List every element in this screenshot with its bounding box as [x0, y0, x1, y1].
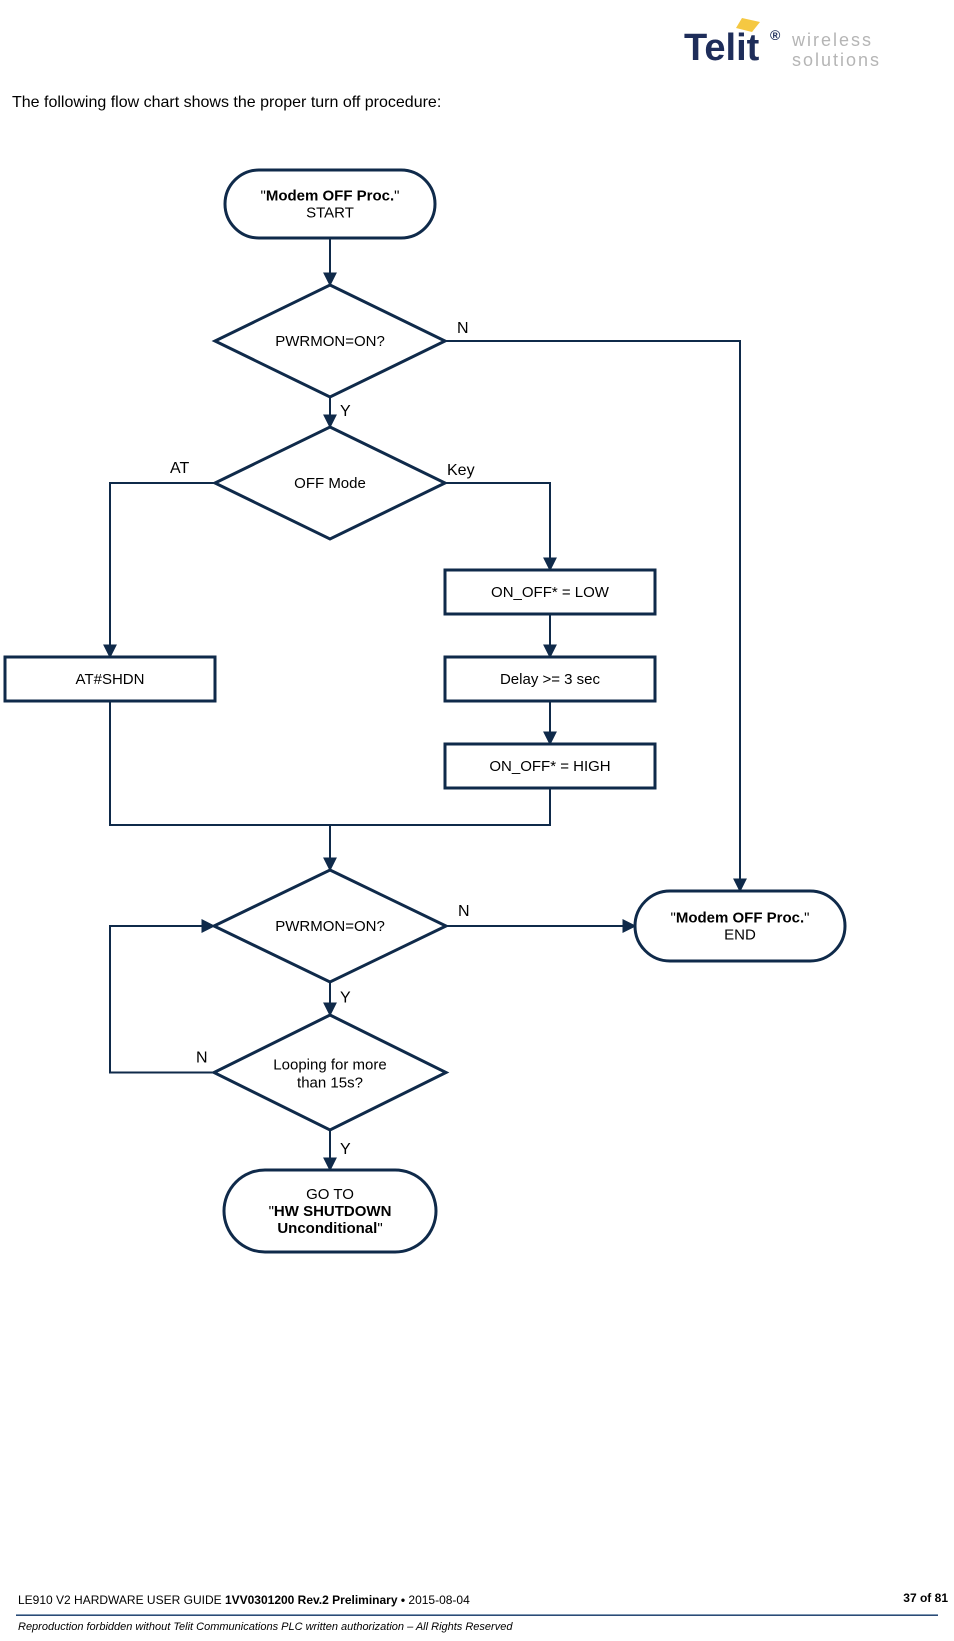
flowchart: YNATKeyYNYN"Modem OFF Proc."STARTPWRMON=…	[0, 160, 954, 1302]
svg-text:Delay >= 3 sec: Delay >= 3 sec	[500, 671, 601, 688]
svg-text:END: END	[724, 927, 756, 944]
node-looping: Looping for morethan 15s?	[214, 1015, 446, 1130]
logo-tagline1: wireless	[791, 30, 873, 50]
node-goto: GO TO"HW SHUTDOWNUnconditional"	[224, 1170, 436, 1252]
node-delay3: Delay >= 3 sec	[445, 657, 655, 701]
logo-tagline2: solutions	[792, 50, 881, 70]
footer-page-number: 37 of 81	[903, 1591, 948, 1605]
svg-text:Y: Y	[340, 1141, 351, 1158]
svg-text:AT#SHDN: AT#SHDN	[76, 671, 145, 688]
svg-text:than 15s?: than 15s?	[297, 1075, 363, 1092]
svg-text:"Modem OFF Proc.": "Modem OFF Proc."	[261, 188, 400, 205]
nodes: "Modem OFF Proc."STARTPWRMON=ON?OFF Mode…	[5, 170, 845, 1252]
svg-text:OFF Mode: OFF Mode	[294, 475, 366, 492]
node-onoff_low: ON_OFF* = LOW	[445, 570, 655, 614]
svg-text:®: ®	[770, 27, 781, 43]
svg-text:PWRMON=ON?: PWRMON=ON?	[275, 333, 385, 350]
telit-logo: Telit ® wireless solutions	[674, 18, 944, 73]
svg-text:Looping for more: Looping for more	[273, 1057, 386, 1074]
svg-text:ON_OFF* = HIGH: ON_OFF* = HIGH	[489, 758, 610, 775]
svg-text:N: N	[458, 903, 470, 920]
footer-copyright: Reproduction forbidden without Telit Com…	[0, 1621, 954, 1641]
node-onoff_high: ON_OFF* = HIGH	[445, 744, 655, 788]
footer-doc-title: LE910 V2 HARDWARE USER GUIDE	[18, 1593, 225, 1607]
svg-text:"HW SHUTDOWN: "HW SHUTDOWN	[269, 1203, 392, 1220]
footer-doc-number: 1VV0301200 Rev.2 Preliminary •	[225, 1593, 408, 1607]
intro-text: The following flow chart shows the prope…	[12, 94, 441, 112]
svg-text:START: START	[306, 205, 354, 222]
node-offmode: OFF Mode	[215, 427, 445, 539]
svg-text:PWRMON=ON?: PWRMON=ON?	[275, 918, 385, 935]
edges: Y N AT Key Y N Y N	[110, 238, 740, 1170]
node-pwrmon2: PWRMON=ON?	[214, 870, 446, 982]
node-end: "Modem OFF Proc."END	[635, 891, 845, 961]
svg-text:N: N	[196, 1050, 208, 1067]
svg-text:AT: AT	[170, 460, 189, 477]
svg-text:Y: Y	[340, 403, 351, 420]
svg-text:Key: Key	[447, 462, 475, 479]
footer: LE910 V2 HARDWARE USER GUIDE 1VV0301200 …	[0, 1591, 954, 1641]
footer-doc-date: 2015-08-04	[408, 1593, 469, 1607]
svg-text:GO TO: GO TO	[306, 1186, 354, 1203]
node-start: "Modem OFF Proc."START	[225, 170, 435, 238]
svg-text:Unconditional": Unconditional"	[277, 1220, 382, 1237]
svg-text:"Modem OFF Proc.": "Modem OFF Proc."	[671, 910, 810, 927]
node-atshdn: AT#SHDN	[5, 657, 215, 701]
svg-text:ON_OFF* = LOW: ON_OFF* = LOW	[491, 584, 610, 601]
svg-text:Y: Y	[340, 990, 351, 1007]
node-pwrmon1: PWRMON=ON?	[215, 285, 445, 397]
svg-text:N: N	[457, 320, 469, 337]
logo-brand-text: Telit	[684, 27, 760, 69]
